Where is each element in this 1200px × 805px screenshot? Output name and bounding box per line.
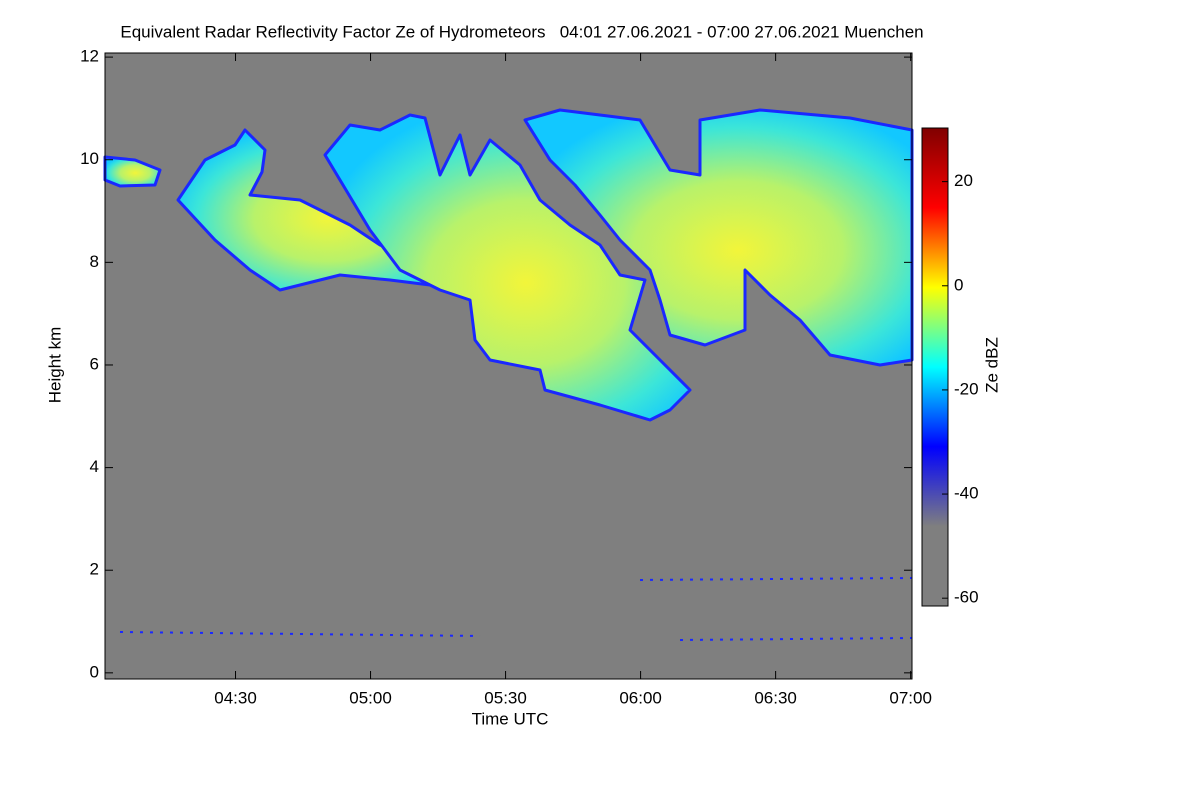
x-axis-label: Time UTC	[472, 709, 549, 728]
y-tick-label: 4	[90, 457, 99, 476]
y-tick-label: 8	[90, 252, 99, 271]
x-tick-label: 06:00	[619, 688, 662, 707]
y-tick-label: 10	[80, 149, 99, 168]
x-tick-label: 05:00	[349, 688, 392, 707]
plot-frame	[104, 52, 913, 680]
colorbar-tick-label: -60	[954, 588, 979, 607]
chart-title: Equivalent Radar Reflectivity Factor Ze …	[120, 22, 923, 41]
colorbar-tick-label: 0	[954, 275, 963, 294]
x-tick-label: 07:00	[889, 688, 932, 707]
colorbar	[921, 127, 949, 607]
y-tick-label: 2	[90, 560, 99, 579]
x-tick-label: 06:30	[754, 688, 797, 707]
y-axis-label: Height km	[45, 327, 64, 404]
echo	[523, 108, 914, 367]
x-tick-label: 04:30	[214, 688, 257, 707]
colorbar-label: Ze dBZ	[982, 337, 1001, 393]
colorbar-tick-label: 20	[954, 171, 973, 190]
echo	[323, 113, 692, 422]
x-tick-label: 05:30	[484, 688, 527, 707]
y-tick-label: 12	[80, 47, 99, 66]
y-tick-label: 6	[90, 354, 99, 373]
colorbar-tick-label: -40	[954, 484, 979, 503]
echo-field	[103, 108, 914, 641]
colorbar-tick-label: -20	[954, 379, 979, 398]
clutter	[119, 577, 913, 641]
y-tick-label: 0	[90, 662, 99, 681]
